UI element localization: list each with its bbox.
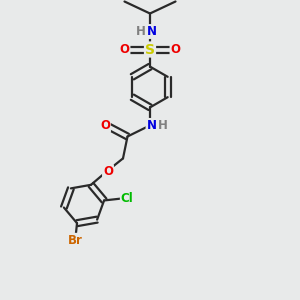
Text: Cl: Cl — [121, 192, 134, 205]
Text: N: N — [146, 119, 157, 132]
Text: O: O — [100, 119, 110, 132]
Text: O: O — [170, 43, 181, 56]
Text: S: S — [145, 43, 155, 56]
Text: H: H — [158, 119, 167, 132]
Text: Br: Br — [68, 234, 83, 247]
Text: O: O — [119, 43, 130, 56]
Text: H: H — [136, 25, 145, 38]
Text: O: O — [103, 165, 113, 178]
Text: N: N — [146, 25, 157, 38]
